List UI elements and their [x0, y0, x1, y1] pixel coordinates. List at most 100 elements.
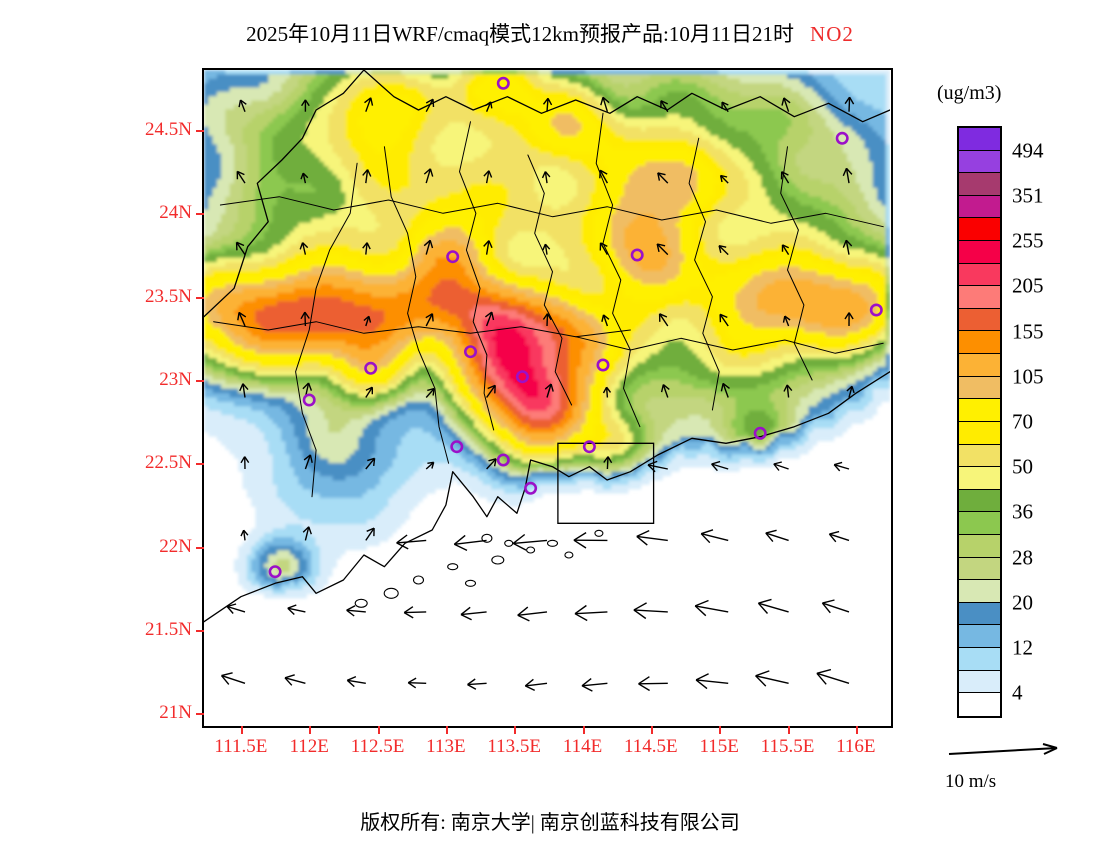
latitude-tick-label: 23N: [159, 369, 192, 390]
colorbar-tick-label: 28: [1012, 545, 1033, 570]
island-outline: [354, 598, 368, 608]
colorbar-band[interactable]: [959, 534, 1000, 558]
hong-kong-boundary: [557, 442, 655, 524]
longitude-tick-mark: [855, 726, 858, 734]
province-border-west: [204, 70, 365, 318]
colorbar-band[interactable]: [959, 173, 1000, 196]
longitude-tick-label: 112E: [289, 736, 329, 757]
city-marker[interactable]: [302, 393, 316, 407]
wind-scale-label: 10 m/s: [945, 771, 997, 792]
latitude-tick-label: 21N: [159, 702, 192, 724]
colorbar-band[interactable]: [959, 308, 1000, 332]
colorbar-band[interactable]: [959, 693, 1000, 716]
longitude-tick-label: 114E: [562, 736, 603, 757]
city-marker[interactable]: [524, 481, 538, 495]
colorbar-band[interactable]: [959, 399, 1000, 422]
longitude-tick-label: 112.5E: [350, 736, 405, 757]
wind-vector-field: [220, 96, 855, 692]
prefecture-border-2: [383, 146, 450, 464]
latitude-tick-label: 23.5N: [145, 285, 192, 307]
longitude-tick-label: 113E: [426, 736, 466, 757]
longitude-tick-label: 111.5E: [214, 736, 268, 757]
colorbar-band[interactable]: [959, 489, 1000, 513]
colorbar-band[interactable]: [959, 444, 1000, 468]
prefecture-border-7: [780, 146, 813, 381]
coastline: [204, 371, 890, 623]
colorbar-tick-label: 12: [1012, 635, 1033, 660]
colorbar-band[interactable]: [959, 467, 1000, 490]
colorbar-band[interactable]: [959, 580, 1000, 603]
colorbar-band[interactable]: [959, 512, 1000, 535]
island-outline: [412, 575, 425, 585]
colorbar-band[interactable]: [959, 602, 1000, 626]
prefecture-border-3: [459, 121, 495, 431]
island-outline: [594, 529, 604, 537]
prefecture-border-8: [213, 321, 631, 338]
latitude-tick-label: 24.5N: [145, 119, 192, 140]
city-marker[interactable]: [515, 370, 529, 384]
latitude-tick-label: 22.5N: [145, 452, 192, 474]
colorbar-band[interactable]: [959, 421, 1000, 445]
colorbar-tick-label: 155: [1012, 319, 1044, 344]
colorbar-band[interactable]: [959, 286, 1000, 309]
longitude-tick-mark: [719, 726, 722, 734]
city-marker[interactable]: [596, 358, 610, 372]
city-marker[interactable]: [364, 361, 378, 375]
city-marker[interactable]: [835, 131, 849, 145]
island-outline: [491, 555, 505, 565]
latitude-tick-mark: [196, 380, 204, 382]
colorbar-band[interactable]: [959, 218, 1000, 242]
latitude-tick-mark: [196, 130, 204, 132]
latitude-tick-mark: [196, 213, 204, 216]
latitude-tick-mark: [196, 296, 204, 299]
colorbar-band[interactable]: [959, 354, 1000, 377]
island-outline: [564, 551, 574, 559]
colorbar-tick-label: 494: [1012, 138, 1044, 163]
island-outline: [526, 546, 536, 554]
colorbar-tick-label: 70: [1012, 409, 1033, 434]
colorbar-band[interactable]: [959, 557, 1000, 581]
island-outline: [464, 579, 477, 587]
wind-scale-legend: 10 m/s: [945, 740, 1085, 793]
map-plot-area[interactable]: [202, 68, 893, 728]
longitude-tick-mark: [787, 726, 790, 734]
latitude-tick-mark: [196, 713, 204, 716]
colorbar-tick-label: 4: [1012, 680, 1023, 705]
colorbar-tick-label: 50: [1012, 454, 1033, 479]
colorbar-band[interactable]: [959, 195, 1000, 219]
longitude-tick-label: 115.5E: [760, 736, 815, 757]
city-marker[interactable]: [582, 440, 596, 454]
city-marker[interactable]: [496, 76, 510, 90]
latitude-tick-mark: [196, 546, 204, 549]
city-marker[interactable]: [496, 453, 510, 467]
longitude-tick-mark: [309, 726, 312, 734]
colorbar-band[interactable]: [959, 648, 1000, 671]
colorbar-band[interactable]: [959, 241, 1000, 264]
island-outline: [383, 587, 399, 599]
longitude-tick-label: 116E: [836, 736, 876, 757]
colorbar-tick-label: 105: [1012, 364, 1044, 389]
city-marker[interactable]: [450, 440, 464, 454]
colorbar-band[interactable]: [959, 376, 1000, 400]
city-marker[interactable]: [463, 345, 477, 359]
colorbar-band[interactable]: [959, 670, 1000, 694]
page-title: 2025年10月11日WRF/cmaq模式12km预报产品:10月11日21时 N…: [0, 18, 1100, 48]
colorbar-band[interactable]: [959, 128, 1000, 151]
city-marker[interactable]: [630, 248, 644, 262]
city-marker[interactable]: [869, 303, 883, 317]
colorbar[interactable]: [957, 126, 1002, 718]
city-marker-layer[interactable]: [268, 76, 883, 579]
city-marker[interactable]: [268, 565, 282, 579]
colorbar-band[interactable]: [959, 263, 1000, 287]
colorbar-band[interactable]: [959, 625, 1000, 649]
city-marker[interactable]: [446, 250, 460, 264]
latitude-tick-label: 22N: [159, 535, 192, 557]
longitude-tick-mark: [582, 726, 585, 734]
longitude-tick-label: 113.5E: [487, 736, 542, 757]
colorbar-band[interactable]: [959, 150, 1000, 174]
island-outline: [546, 539, 559, 547]
colorbar-band[interactable]: [959, 331, 1000, 355]
longitude-tick-label: 115E: [699, 736, 739, 757]
city-marker[interactable]: [753, 426, 767, 440]
longitude-tick-mark: [377, 726, 380, 734]
